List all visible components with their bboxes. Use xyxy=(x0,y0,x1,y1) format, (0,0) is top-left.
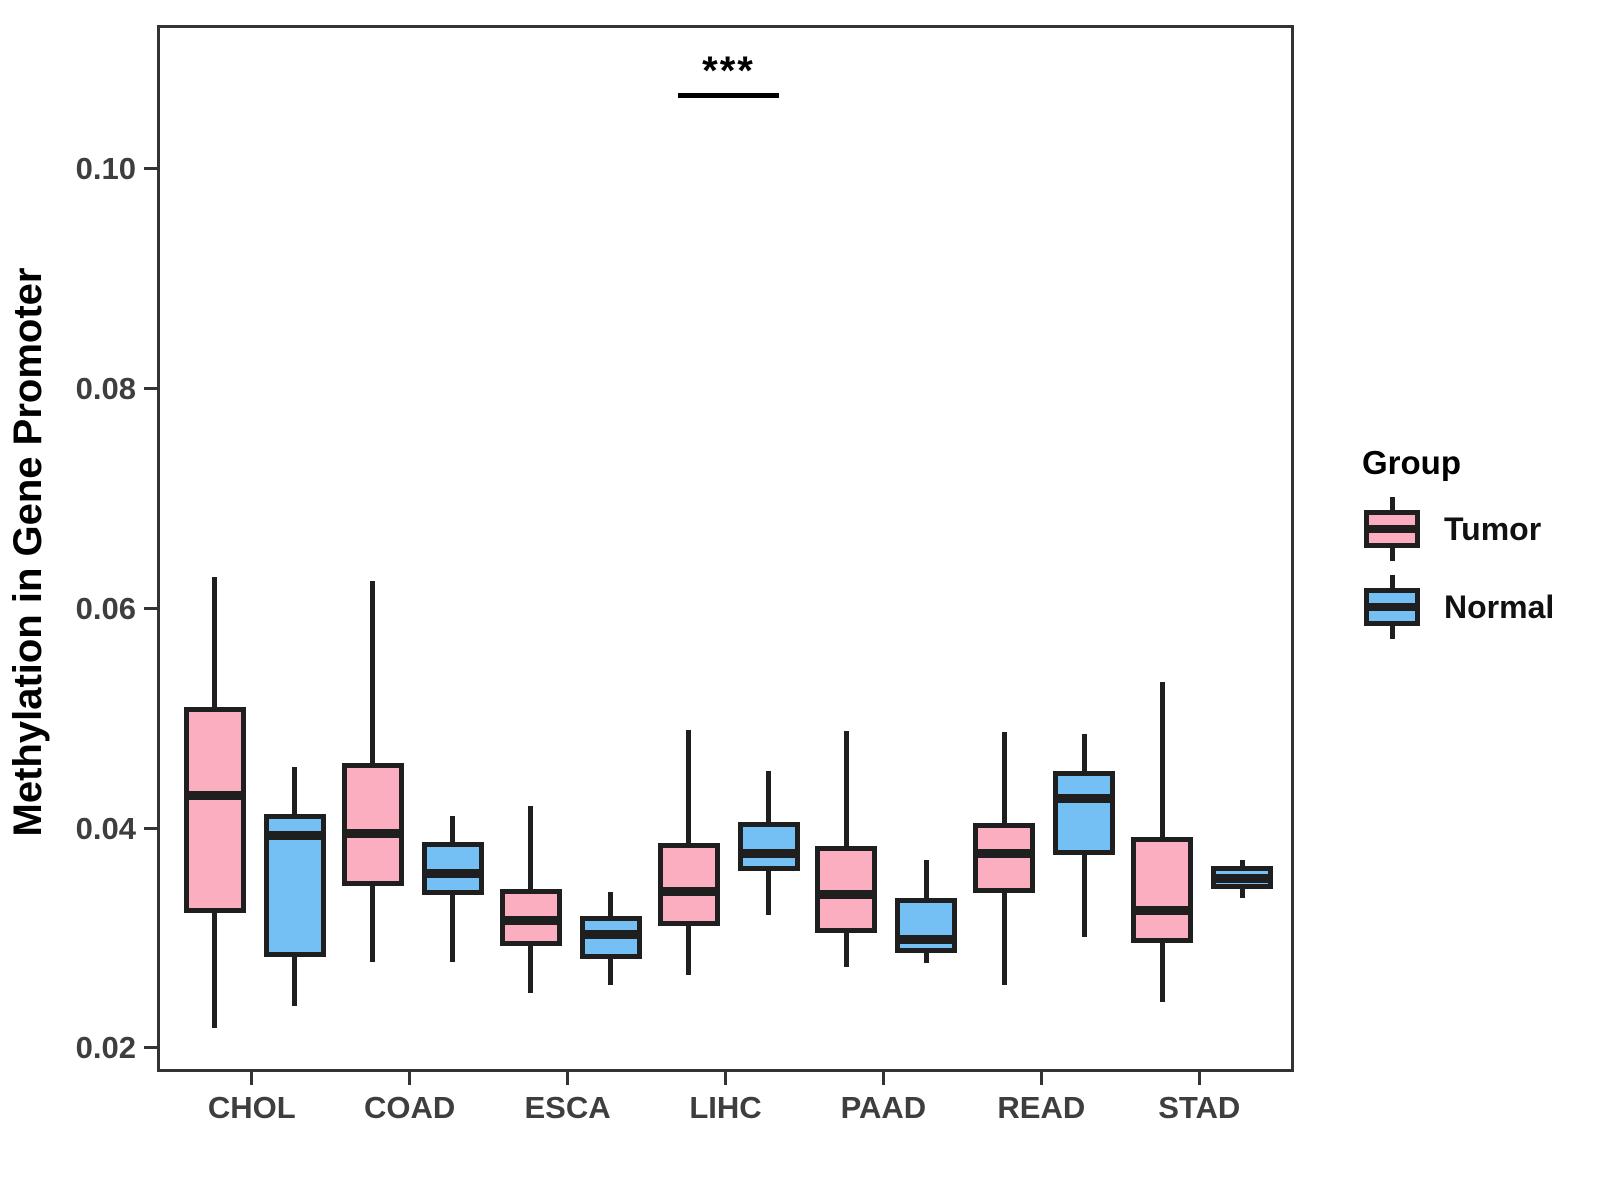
box-normal-paad xyxy=(895,898,958,954)
x-tick-mark xyxy=(724,1072,727,1085)
legend-entry-normal: Normal xyxy=(1356,574,1596,640)
median-normal-read xyxy=(1058,793,1111,803)
y-tick-mark xyxy=(144,167,157,171)
median-tumor-read xyxy=(978,848,1031,858)
legend-key-boxplot-icon xyxy=(1364,575,1420,639)
median-tumor-esca xyxy=(504,915,557,925)
y-tick-mark xyxy=(144,826,157,830)
median-normal-lihc xyxy=(742,848,795,858)
legend-key-median xyxy=(1369,603,1415,611)
x-tick-label-lihc: LIHC xyxy=(689,1090,762,1125)
x-tick-mark xyxy=(1197,1072,1201,1085)
legend-title: Group xyxy=(1362,444,1461,481)
median-tumor-chol xyxy=(188,791,241,801)
median-normal-stad xyxy=(1216,873,1269,883)
box-normal-lihc xyxy=(737,822,800,871)
x-tick-mark xyxy=(566,1072,570,1085)
x-tick-label-esca: ESCA xyxy=(524,1090,611,1125)
box-tumor-coad xyxy=(341,762,404,887)
y-tick-mark xyxy=(144,387,157,391)
y-tick-mark xyxy=(144,1046,157,1050)
box-normal-read xyxy=(1053,770,1116,856)
y-tick-label: 0.02 xyxy=(75,1030,136,1066)
x-tick-label-read: READ xyxy=(997,1090,1086,1125)
legend-entry-tumor: Tumor xyxy=(1356,496,1596,562)
x-tick-mark xyxy=(408,1072,412,1085)
y-tick-label: 0.10 xyxy=(75,151,136,187)
x-tick-label-coad: COAD xyxy=(364,1090,456,1125)
plot-panel: *** xyxy=(157,25,1294,1072)
x-tick-label-chol: CHOL xyxy=(207,1090,296,1125)
box-tumor-chol xyxy=(183,706,246,914)
box-tumor-read xyxy=(973,823,1036,893)
legend-key-median xyxy=(1369,525,1415,533)
median-tumor-lihc xyxy=(662,887,715,897)
median-normal-esca xyxy=(584,929,637,939)
y-tick-label: 0.06 xyxy=(75,590,136,626)
significance-bar xyxy=(678,92,779,98)
legend-label: Tumor xyxy=(1444,510,1542,547)
median-normal-paad xyxy=(900,935,953,945)
box-normal-coad xyxy=(421,842,484,895)
box-tumor-stad xyxy=(1131,836,1194,944)
legend-entries: Tumor Normal xyxy=(1356,496,1596,640)
x-tick-label-paad: PAAD xyxy=(840,1090,927,1125)
x-tick-label-stad: STAD xyxy=(1158,1090,1241,1125)
legend-key-boxplot-icon xyxy=(1364,497,1420,561)
y-tick-label: 0.08 xyxy=(75,371,136,407)
median-tumor-coad xyxy=(346,828,399,838)
box-tumor-paad xyxy=(815,846,878,934)
y-tick-label: 0.04 xyxy=(75,810,136,846)
box-tumor-lihc xyxy=(657,843,720,926)
legend-label: Normal xyxy=(1444,588,1555,625)
x-tick-mark xyxy=(881,1072,885,1085)
significance-stars: *** xyxy=(702,49,755,94)
legend: Group Tumor Normal xyxy=(1356,444,1596,652)
median-tumor-paad xyxy=(820,890,873,900)
x-tick-mark xyxy=(1039,1072,1043,1085)
median-normal-coad xyxy=(426,869,479,879)
x-tick-mark xyxy=(250,1072,254,1085)
median-normal-chol xyxy=(268,830,321,840)
y-tick-mark xyxy=(144,606,157,610)
y-axis-title: Methylation in Gene Promoter xyxy=(6,267,50,837)
median-tumor-stad xyxy=(1136,905,1189,915)
